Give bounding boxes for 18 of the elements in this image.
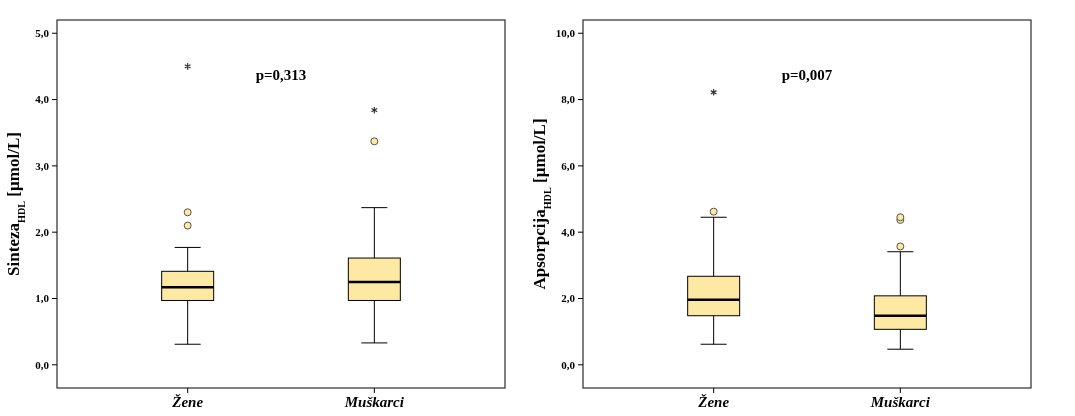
- x-tick-label: Žene: [171, 394, 204, 410]
- x-tick-label: Muškarci: [869, 394, 931, 410]
- y-tick-label: 0,0: [561, 358, 576, 371]
- y-tick-label: 0,0: [35, 358, 50, 371]
- y-tick-label: 4,0: [561, 226, 576, 239]
- annotation: p=0,313: [255, 67, 307, 83]
- y-tick-label: 4,0: [35, 93, 50, 106]
- x-tick-label: Muškarci: [343, 394, 405, 410]
- y-tick-label: 8,0: [561, 93, 576, 106]
- y-tick-label: 10,0: [555, 27, 576, 40]
- y-tick-label: 1,0: [35, 292, 50, 305]
- annotation: p=0,007: [781, 67, 833, 83]
- y-tick-label: 3,0: [35, 159, 50, 172]
- x-tick-label: Žene: [697, 394, 730, 410]
- y-tick-label: 5,0: [35, 27, 50, 40]
- y-tick-label: 2,0: [561, 292, 576, 305]
- y-tick-label: 6,0: [561, 159, 576, 172]
- y-tick-label: 2,0: [35, 226, 50, 239]
